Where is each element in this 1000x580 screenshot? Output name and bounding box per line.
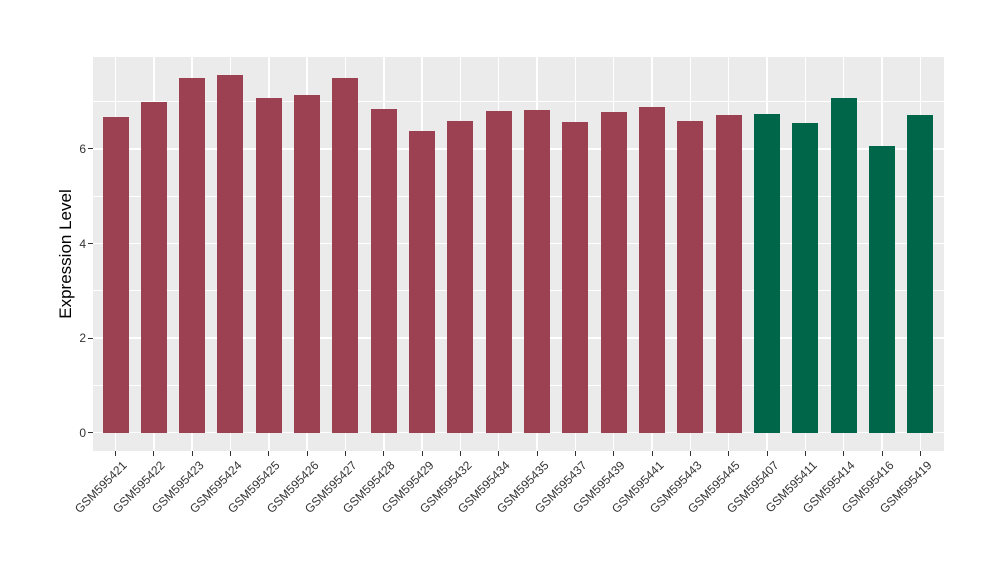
bar-GSM595416 xyxy=(869,146,896,433)
y-tick-mark-4 xyxy=(88,243,93,244)
bar-GSM595437 xyxy=(562,121,589,433)
x-tick-mark-GSM595439 xyxy=(613,451,615,456)
bar-GSM595411 xyxy=(792,123,819,433)
bar-GSM595435 xyxy=(524,110,551,433)
y-axis-title: Expression Level xyxy=(56,189,75,319)
bar-GSM595422 xyxy=(140,101,167,433)
y-tick-label-2: 2 xyxy=(79,331,86,346)
x-tick-mark-GSM595428 xyxy=(383,451,385,456)
y-tick-label-4: 4 xyxy=(79,236,86,251)
bar-GSM595424 xyxy=(217,74,244,433)
x-tick-mark-GSM595427 xyxy=(344,451,346,456)
gridline-minor-y1 xyxy=(93,385,944,386)
gridline-major-y4 xyxy=(93,242,944,245)
y-tick-mark-6 xyxy=(88,148,93,150)
y-tick-mark-0 xyxy=(88,432,93,434)
bar-GSM595421 xyxy=(102,117,129,433)
bar-GSM595426 xyxy=(294,94,321,433)
x-tick-mark-GSM595423 xyxy=(191,451,193,456)
x-tick-mark-GSM595432 xyxy=(459,451,461,456)
bar-GSM595432 xyxy=(447,121,474,433)
y-tick-label-6: 6 xyxy=(79,141,86,156)
x-tick-mark-GSM595441 xyxy=(651,451,653,456)
y-tick-label-0: 0 xyxy=(79,425,86,440)
x-tick-mark-GSM595429 xyxy=(421,451,423,456)
x-tick-mark-GSM595424 xyxy=(229,451,231,456)
x-tick-mark-GSM595426 xyxy=(306,451,308,456)
gridline-major-y0 xyxy=(93,431,944,434)
bar-GSM595445 xyxy=(715,114,742,433)
gridline-minor-y7 xyxy=(93,101,944,102)
x-tick-mark-GSM595443 xyxy=(689,451,691,456)
bar-GSM595434 xyxy=(485,110,512,433)
x-tick-mark-GSM595407 xyxy=(766,451,768,456)
x-tick-mark-GSM595437 xyxy=(574,451,576,456)
bar-GSM595414 xyxy=(830,97,857,433)
x-tick-mark-GSM595445 xyxy=(728,451,730,456)
plot-panel xyxy=(93,57,944,451)
y-tick-mark-2 xyxy=(88,337,93,339)
x-tick-mark-GSM595422 xyxy=(153,451,155,456)
x-tick-mark-GSM595435 xyxy=(536,451,538,456)
bar-GSM595443 xyxy=(677,120,704,433)
x-tick-mark-GSM595419 xyxy=(919,451,921,456)
bar-GSM595429 xyxy=(409,131,436,433)
gridline-minor-y3 xyxy=(93,290,944,292)
x-tick-mark-GSM595434 xyxy=(498,451,500,456)
bar-GSM595439 xyxy=(600,112,627,433)
bar-GSM595427 xyxy=(332,77,359,433)
gridline-minor-y5 xyxy=(93,195,944,197)
x-tick-mark-GSM595414 xyxy=(843,451,845,456)
x-tick-mark-GSM595411 xyxy=(804,451,806,456)
bar-GSM595428 xyxy=(370,108,397,433)
bar-GSM595407 xyxy=(754,113,781,433)
gridline-major-y2 xyxy=(93,337,944,339)
bar-GSM595441 xyxy=(639,106,666,433)
x-tick-mark-GSM595425 xyxy=(268,451,270,456)
bar-GSM595419 xyxy=(907,114,934,433)
x-tick-mark-GSM595421 xyxy=(115,451,116,456)
x-tick-mark-GSM595416 xyxy=(881,451,883,456)
bar-GSM595423 xyxy=(179,78,206,433)
bar-GSM595425 xyxy=(255,97,282,433)
gridline-major-y6 xyxy=(93,148,944,150)
